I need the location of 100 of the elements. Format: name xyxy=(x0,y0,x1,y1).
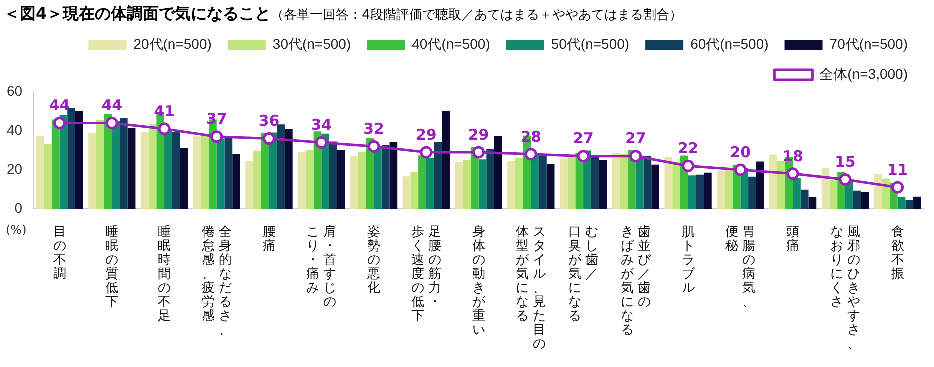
point xyxy=(892,181,904,194)
y-axis-title: (%) xyxy=(6,223,27,237)
bar xyxy=(277,124,285,209)
category-label: 足腰の筋力・歩く速度の低下 xyxy=(411,225,442,324)
bar xyxy=(793,178,801,209)
y-tick-label: 40 xyxy=(6,122,23,138)
bar xyxy=(853,190,862,209)
point xyxy=(210,130,224,144)
bar xyxy=(494,136,502,209)
bar xyxy=(246,161,254,209)
x-tick-label: 睡眠の質低下 xyxy=(105,225,120,310)
bar xyxy=(148,124,157,209)
x-tick-label: 腰痛 xyxy=(262,225,276,254)
category-label: 胃腸の病気、便秘 xyxy=(726,225,756,310)
bar xyxy=(664,157,673,209)
bar xyxy=(696,174,704,209)
bar xyxy=(486,149,494,209)
point xyxy=(577,150,590,163)
point xyxy=(786,168,800,180)
bar xyxy=(193,136,202,209)
data-label: 15 xyxy=(834,153,856,172)
bar xyxy=(612,153,620,209)
bar xyxy=(463,160,471,209)
bar xyxy=(120,118,128,209)
bar xyxy=(800,190,809,209)
legend-label: 70代(n=500) xyxy=(830,36,908,52)
bar xyxy=(390,142,398,209)
legend-label: 60代(n=500) xyxy=(690,36,769,52)
bar xyxy=(874,174,882,209)
category-label: 風邪のひきやすさ、なおりにくさ xyxy=(830,225,860,352)
bar xyxy=(75,111,84,209)
bar xyxy=(717,171,725,209)
category-label: 歯並び／歯のきばみが気になる xyxy=(620,225,651,338)
bar xyxy=(830,180,838,209)
y-tick-label: 60 xyxy=(6,82,23,99)
bar xyxy=(546,164,555,209)
data-label: 32 xyxy=(364,120,384,138)
bar xyxy=(172,132,180,209)
bar xyxy=(426,158,434,209)
bar xyxy=(402,176,411,209)
bar xyxy=(306,150,314,209)
point xyxy=(734,164,747,176)
bar xyxy=(442,111,450,209)
bar xyxy=(52,120,60,209)
category-label: むし歯／口臭が気になる xyxy=(568,225,599,324)
point xyxy=(420,146,433,159)
bar xyxy=(808,197,817,209)
data-label: 29 xyxy=(416,126,437,144)
x-tick-label: 目の不調 xyxy=(52,225,67,282)
chart-subtitle: （各単一回答：4段階評価で聴取／あてはまる＋ややあてはまる割合） xyxy=(271,8,682,23)
y-tick-label: 0 xyxy=(14,200,23,216)
data-label: 44 xyxy=(102,96,123,115)
bar xyxy=(128,128,136,209)
point xyxy=(368,140,380,153)
bar xyxy=(898,197,906,209)
bar xyxy=(140,132,149,209)
bar xyxy=(36,136,44,209)
bar xyxy=(672,162,680,209)
category-label: スタイル、見た目の体型が気になる xyxy=(516,225,546,352)
bar xyxy=(44,144,52,209)
bar xyxy=(688,176,696,209)
bar xyxy=(478,160,487,209)
data-label: 27 xyxy=(573,130,594,148)
bar xyxy=(410,172,419,209)
bar xyxy=(539,155,547,209)
x-tick-label: 頭痛 xyxy=(786,225,800,254)
bar xyxy=(337,150,346,209)
point xyxy=(472,146,486,159)
bar xyxy=(201,136,210,209)
bar xyxy=(652,164,660,209)
bar xyxy=(644,156,652,209)
bar xyxy=(164,131,172,209)
bar xyxy=(531,155,540,209)
bar xyxy=(591,157,600,209)
bar xyxy=(358,152,366,209)
legend-label: 20代(n=500) xyxy=(134,36,212,52)
bar xyxy=(568,156,576,209)
x-tick-label: 肌トラブル xyxy=(681,225,696,296)
point xyxy=(263,132,276,146)
data-label: 27 xyxy=(625,130,646,148)
bar xyxy=(822,168,830,209)
bar xyxy=(434,142,442,209)
bar xyxy=(350,156,358,209)
bar xyxy=(96,120,104,209)
bar xyxy=(298,152,306,209)
bar xyxy=(756,162,764,209)
point xyxy=(315,136,328,149)
bar xyxy=(861,192,870,209)
bar xyxy=(330,142,338,209)
bar xyxy=(769,154,778,209)
point xyxy=(54,116,66,130)
bar xyxy=(232,154,240,209)
bar xyxy=(382,145,390,209)
bar xyxy=(515,158,524,209)
bar xyxy=(560,158,568,209)
bar xyxy=(636,157,644,209)
bar xyxy=(254,150,262,209)
bar xyxy=(68,108,76,209)
data-label: 18 xyxy=(782,147,804,166)
legend-label: 40代(n=500) xyxy=(412,36,490,52)
